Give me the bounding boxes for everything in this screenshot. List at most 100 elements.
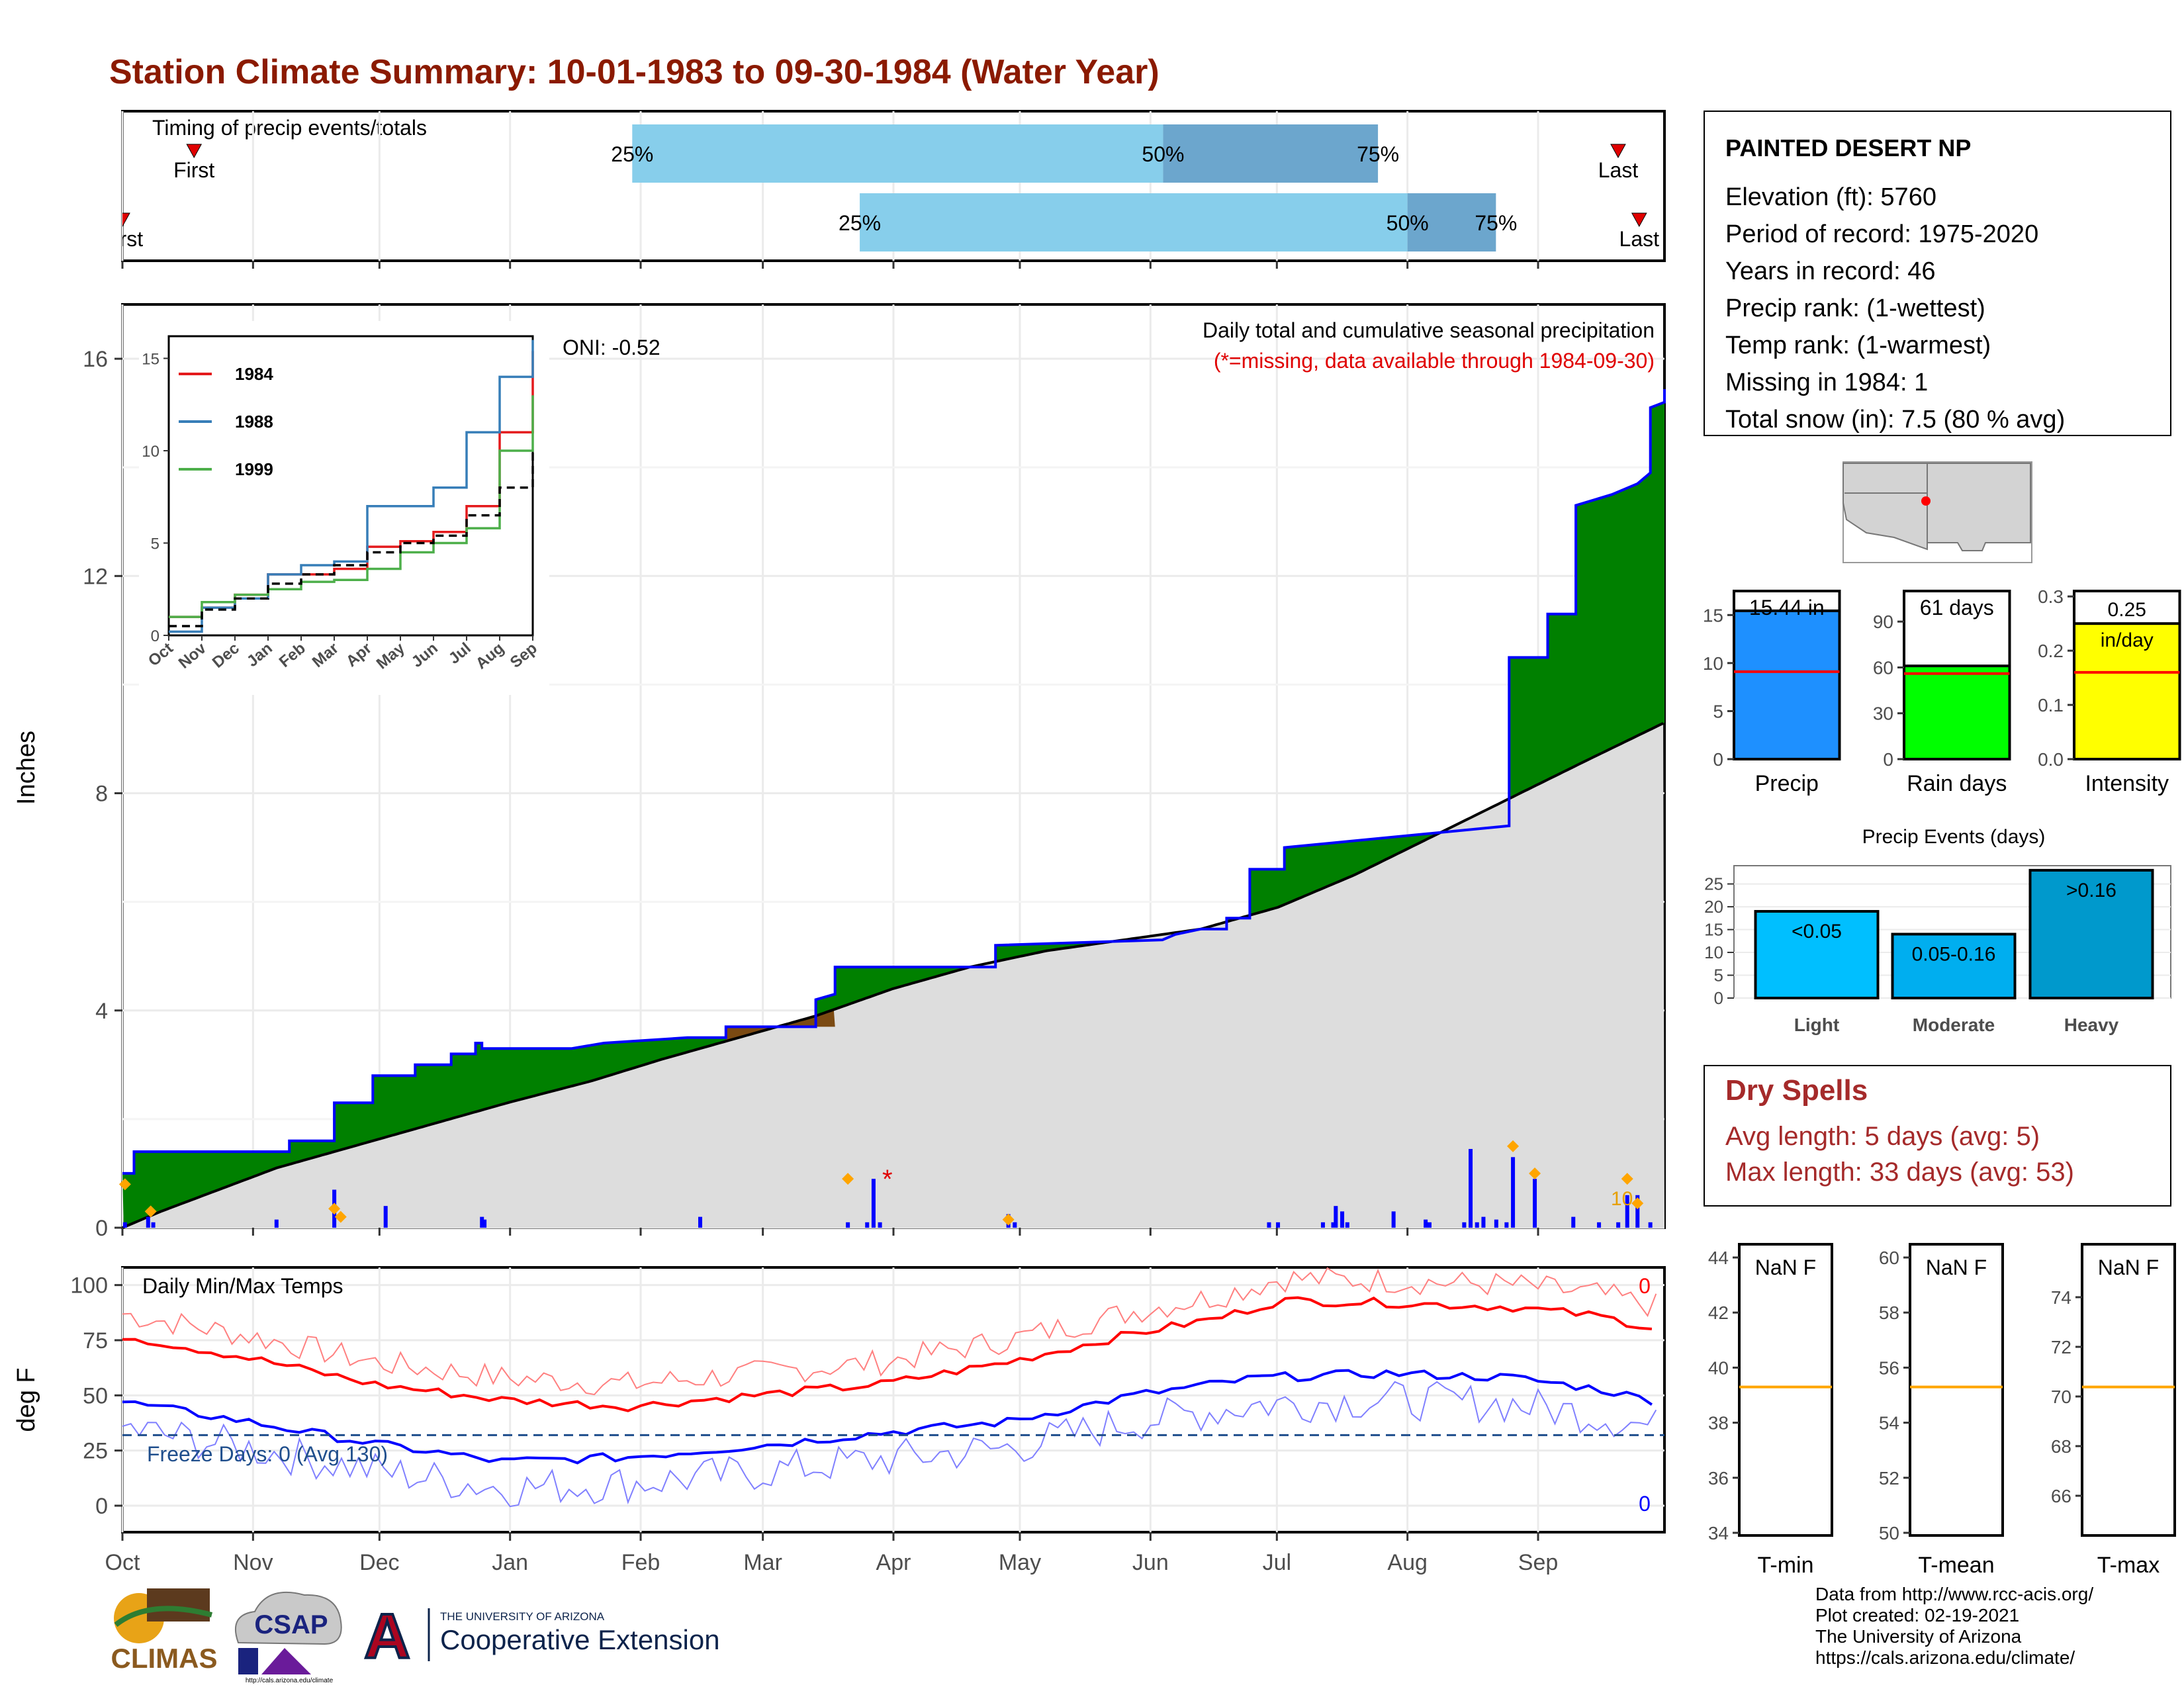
heavy-event-marker [842,1173,854,1185]
daily-precip-bar [865,1222,870,1228]
summary-bar-2 [2073,622,2181,761]
heavy-event-marker [118,1178,131,1191]
month-tick-label: Sep [1518,1550,1559,1575]
timing-panel: Timing of precip events/totals Avg 25% 50%… [61,110,1666,262]
precip-subtitle: Daily total and cumulative seasonal prec… [1203,318,1655,342]
daily-precip-bar [1391,1211,1396,1228]
daily-precip-bar [1469,1149,1473,1228]
cumulative-1984-line [122,389,1666,1175]
events-bar-moderate [1891,933,2017,999]
timing-title: Timing of precip events/totals [152,116,427,140]
page-title: Station Climate Summary: 10-01-1983 to 0… [109,53,1160,91]
daily-precip-bar [846,1222,850,1228]
temp-box-value: NaN F [1755,1256,1816,1279]
inset-plot-frame [167,335,534,637]
summary-bar-tick-label: 5 [1713,701,1723,721]
month-tick-label: Mar [743,1550,782,1575]
daily-precip-bar [878,1222,882,1228]
station-temp-rank: Temp rank: (1-warmest) [1725,332,1991,359]
precip-events-plot: 0510152025<0.05Light0.05-0.16Moderate>0.… [1704,868,2171,1035]
month-tick-label: Apr [876,1550,911,1575]
last-event-label: Last [1598,158,1639,182]
summary-bar-label: Intensity [2085,771,2169,796]
inset-y-tick-label: 15 [142,350,159,368]
daily-precip-bar [871,1179,876,1228]
temp-box-label: T-min [1758,1553,1814,1578]
dry-spells-avg: Avg length: 5 days (avg: 5) [1725,1122,2040,1151]
temperature-summary-boxes: NaN F 34 36 38 40 42 44 T-min NaN F 50 52 54 56 58 60 T… [1708,1243,2176,1578]
daily-precip-bar [1427,1222,1432,1228]
csap-mountain-icon [261,1648,311,1674]
missing-marker: * [882,1165,893,1194]
precip-plot-area [118,389,1666,1229]
max-temp-avg-line [122,1296,1653,1412]
first-event-label: First [173,158,214,182]
daily-precip-bar [274,1219,279,1228]
station-elevation: Elevation (ft): 5760 [1725,183,1936,211]
first-event-marker [186,144,203,159]
timing-75pct-label: 75% [1357,142,1399,166]
temp-box-value: NaN F [2098,1256,2159,1279]
precip-panel: 0 4 8 12 16 Inches Daily total and cumulativ… [13,303,1666,1241]
temp-box-frame [1738,1243,1833,1537]
summary-bar-1 [1903,664,2011,760]
daily-precip-bar [1331,1222,1336,1228]
climas-swoosh-icon [114,1606,213,1627]
summary-bar-tick-label: 0 [1713,749,1723,770]
csap-logo-text: CSAP [254,1610,328,1639]
month-tick-label: Jan [492,1550,528,1575]
heavy-event-marker [1507,1140,1520,1152]
events-y-tick-label: 10 [1704,942,1723,962]
heavy-event-marker [334,1211,347,1223]
daily-precip-bar [1481,1216,1486,1228]
precip-y-tick-label: 8 [95,782,108,807]
station-snow: Total snow (in): 7.5 (80 % avg) [1725,406,2065,434]
timing-bar-q50-q75 [1407,193,1496,251]
location-map [1843,461,2032,563]
min-temp-avg-line [122,1369,1653,1465]
daily-precip-bar [1276,1222,1281,1228]
dry-spells-title: Dry Spells [1725,1074,1868,1107]
precip-y-tick-label: 12 [83,564,108,589]
daily-precip-bar [1597,1222,1602,1228]
summary-bar-tick-label: 60 [1873,657,1893,678]
max-temp-observed-line [122,1267,1657,1396]
daily-precip-bar [1424,1219,1428,1228]
csap-logo: CSAP http://cals.arizona.edu/climate [235,1591,342,1684]
min-temp-count: 0 [1639,1492,1651,1516]
station-precip-rank: Precip rank: (1-wettest) [1725,295,1985,322]
csap-url: http://cals.arizona.edu/climate [246,1677,334,1684]
station-period: Period of record: 1975-2020 [1725,220,2038,248]
footer-credits: Data from http://www.rcc-acis.org/ Plot … [1815,1584,2093,1668]
last-event-label: Last [1619,227,1660,251]
temp-box-tick-label: 52 [1879,1468,1899,1488]
avg-cumulative-line [122,721,1664,1229]
timing-row-label: 1984 [61,211,108,235]
summary-bar-charts: 0 5 10 15 15.44 in Precip 0 30 60 90 61 days Rain d… [1703,586,2181,796]
events-y-tick-label: 15 [1704,920,1723,940]
precip-y-tick-label: 16 [83,347,108,372]
events-bar-label: >0.16 [2066,880,2116,901]
temp-box-tick-label: 54 [1879,1413,1899,1434]
daily-precip-bar [482,1219,487,1228]
precip-y-tick-label: 4 [95,999,108,1024]
timing-bar-q25-q50 [632,124,1163,183]
event-count-label: 10 [1611,1188,1633,1210]
events-category-label: Heavy [2064,1015,2119,1035]
temp-box-tick-label: 72 [2051,1337,2071,1357]
month-tick-label: May [999,1550,1041,1575]
precip-y-tick-label: 0 [95,1216,108,1241]
temp-y-tick-label: 50 [83,1383,108,1408]
events-y-tick-label: 25 [1704,874,1723,894]
heavy-event-marker [144,1205,157,1218]
events-bar-label: 0.05-0.16 [1912,943,1996,965]
station-missing: Missing in 1984: 1 [1725,369,1928,396]
daily-precip-bar [480,1216,484,1228]
temp-box-tick-label: 56 [1879,1357,1899,1378]
temp-box-tick-label: 70 [2051,1387,2071,1407]
timing-bar-q50-q75 [1163,124,1379,183]
uarizona-logo: A THE UNIVERSITY OF ARIZONA Cooperative … [361,1600,720,1673]
station-info-box: PAINTED DESERT NP Elevation (ft): 5760 P… [1704,111,2171,436]
